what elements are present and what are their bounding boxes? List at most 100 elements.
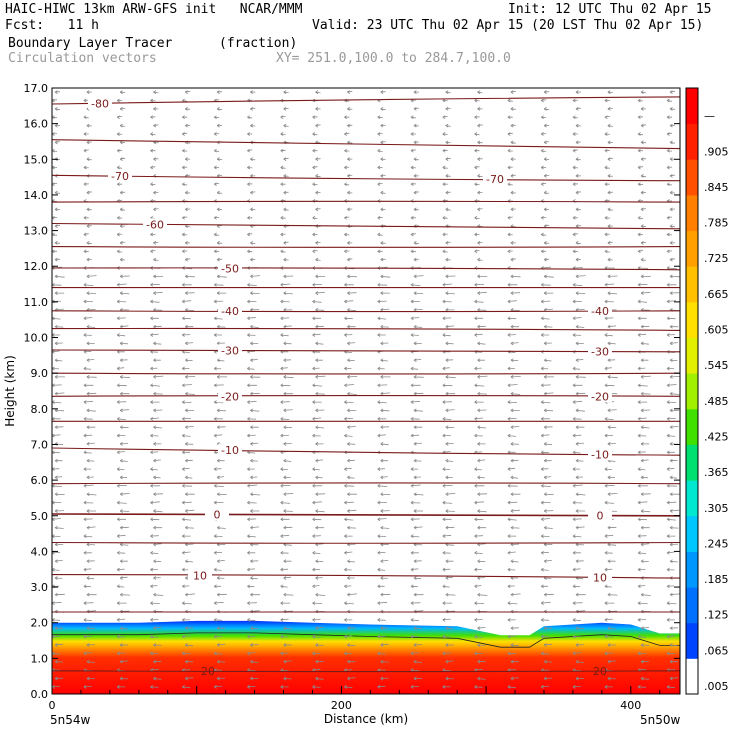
vector-arrow (507, 433, 517, 438)
y-tick-label: 13.0 (24, 225, 49, 238)
isotherm-label: -40 (221, 305, 239, 318)
vector-arrow (442, 132, 448, 136)
vector-arrow (442, 584, 450, 589)
isotherm-line (52, 482, 680, 485)
vector-arrow (153, 576, 161, 580)
vector-arrow (540, 182, 547, 187)
vector-arrow (474, 232, 480, 237)
vector-arrow (507, 215, 513, 220)
vector-arrow (575, 123, 581, 128)
vector-arrow (116, 383, 127, 388)
vector-arrow (52, 232, 58, 237)
vector-arrow (445, 324, 455, 329)
vector-arrow (344, 148, 350, 153)
vector-arrow (413, 442, 422, 446)
vector-arrow (543, 492, 554, 497)
y-tick-label: 12.0 (24, 260, 49, 273)
vector-arrow (575, 358, 584, 363)
vector-arrow (54, 224, 61, 228)
vector-arrow (507, 132, 513, 136)
vector-arrow (477, 492, 488, 497)
isotherm-label-bg (218, 390, 242, 403)
vector-arrow (413, 358, 422, 363)
vector-arrow (543, 174, 550, 178)
vector-arrow (213, 550, 223, 555)
vector-arrow (213, 534, 223, 538)
vector-arrow (54, 391, 65, 396)
vector-arrow (442, 651, 451, 656)
vector-arrow (510, 174, 516, 178)
vector-arrow (312, 215, 318, 220)
vector-arrow (280, 282, 291, 287)
vector-arrow (445, 592, 456, 597)
vector-arrow (637, 299, 648, 304)
vector-arrow (150, 366, 158, 371)
vector-arrow (184, 559, 194, 564)
vector-arrow (442, 483, 453, 488)
vector-arrow (280, 249, 286, 254)
vector-arrow (54, 425, 64, 430)
vector-arrow (283, 576, 291, 580)
vector-arrow (312, 282, 322, 287)
plot-frame (51, 87, 681, 695)
vector-arrow (507, 299, 517, 304)
vector-arrow (153, 408, 163, 413)
vector-arrow (380, 643, 389, 647)
vector-arrow (280, 433, 289, 438)
vector-arrow (604, 467, 613, 471)
vector-arrow (507, 651, 516, 656)
colorbar-swatch (686, 658, 698, 695)
vector-arrow (477, 458, 486, 463)
vector-arrow (247, 517, 257, 522)
vector-arrow (477, 140, 483, 145)
vector-arrow (604, 165, 610, 170)
isotherm-label: -30 (221, 345, 239, 358)
vector-arrow (280, 567, 289, 572)
vector-arrow (52, 115, 58, 120)
colorbar-frame (685, 87, 699, 695)
vector-arrow (315, 475, 323, 480)
vector-arrow (153, 475, 161, 480)
vector-arrow (83, 416, 93, 421)
vector-arrow (410, 651, 419, 656)
vector-arrow (83, 400, 94, 404)
vector-arrow (283, 207, 289, 212)
vector-arrow (347, 107, 353, 111)
vector-arrow (442, 98, 448, 103)
vector-arrow (54, 492, 65, 497)
colorbar-label: .245 (704, 537, 729, 550)
vector-arrow (637, 685, 647, 689)
vector-arrow (116, 132, 123, 136)
vector-arrow (413, 592, 424, 597)
vector-arrow (250, 592, 261, 597)
vector-arrow (344, 618, 353, 622)
vector-arrow (247, 282, 257, 287)
xy-endpoints: XY= 251.0,100.0 to 284.7,100.0 (276, 51, 511, 66)
vector-arrow (184, 291, 195, 295)
vector-arrow (181, 400, 192, 404)
vector-arrow (637, 366, 646, 371)
vector-arrow (640, 157, 647, 161)
isotherm-line (52, 246, 680, 248)
isotherm-line (52, 349, 680, 353)
vector-arrow (283, 391, 294, 396)
vector-arrow (669, 274, 680, 279)
vector-arrow (410, 567, 419, 572)
vector-arrow (181, 165, 188, 170)
y-tick-label: 2.0 (31, 617, 49, 630)
vector-arrow (666, 534, 676, 538)
vector-arrow (83, 282, 94, 287)
vector-arrow (540, 316, 550, 321)
vector-arrow (666, 98, 673, 103)
vector-arrow (510, 643, 519, 647)
vector-arrow (184, 274, 195, 279)
vector-arrow (312, 148, 318, 153)
vector-arrow (572, 567, 581, 572)
vector-arrow (637, 534, 647, 538)
vector-arrow (666, 249, 673, 254)
vector-arrow (116, 98, 123, 103)
vector-arrow (575, 107, 581, 111)
vector-arrow (477, 442, 486, 446)
vector-arrow (540, 467, 549, 471)
vector-arrow (153, 592, 164, 597)
